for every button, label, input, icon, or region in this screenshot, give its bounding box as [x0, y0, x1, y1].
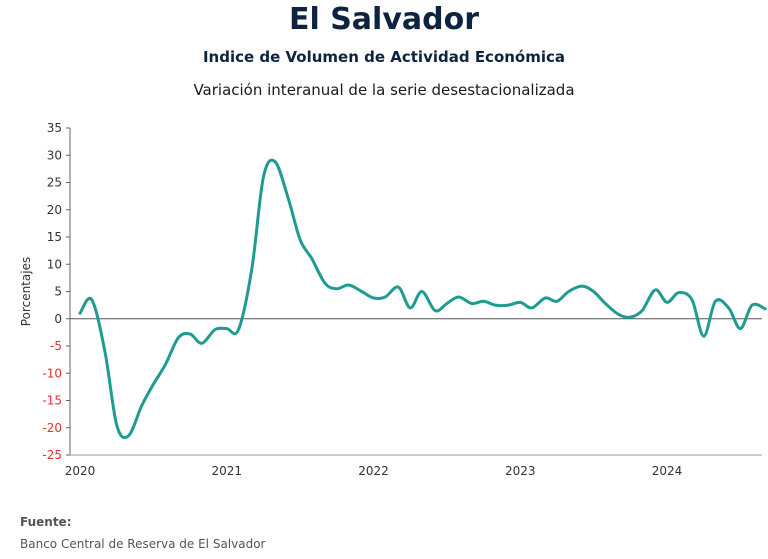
- source-text: Banco Central de Reserva de El Salvador: [20, 537, 266, 551]
- y-tick-label: 15: [47, 230, 62, 244]
- y-tick-label: -10: [42, 366, 62, 380]
- x-tick-label: 2024: [652, 464, 683, 478]
- y-tick-label: -25: [42, 448, 62, 462]
- x-tick-label: 2021: [211, 464, 242, 478]
- x-tick-label: 2022: [358, 464, 389, 478]
- y-tick-label: 30: [47, 148, 62, 162]
- source-label: Fuente:: [20, 515, 72, 529]
- y-axis-title: Porcentajes: [19, 257, 33, 326]
- chart-subtitle-secondary: Variación interanual de la serie desesta…: [193, 81, 575, 99]
- y-tick-label: 20: [47, 203, 62, 217]
- y-tick-label: 10: [47, 257, 62, 271]
- y-tick-label: 25: [47, 176, 62, 190]
- x-tick-label: 2020: [65, 464, 96, 478]
- y-tick-label: -15: [42, 394, 62, 408]
- x-tick-label: 2023: [505, 464, 536, 478]
- series-line: [78, 158, 767, 440]
- y-tick-label: 5: [54, 285, 62, 299]
- y-tick-label: -20: [42, 421, 62, 435]
- y-tick-label: 0: [54, 312, 62, 326]
- chart-subtitle: Indice de Volumen de Actividad Económica: [202, 48, 566, 66]
- y-tick-label: -5: [50, 339, 62, 353]
- y-tick-label: 35: [47, 121, 62, 135]
- chart-title: El Salvador: [288, 2, 480, 37]
